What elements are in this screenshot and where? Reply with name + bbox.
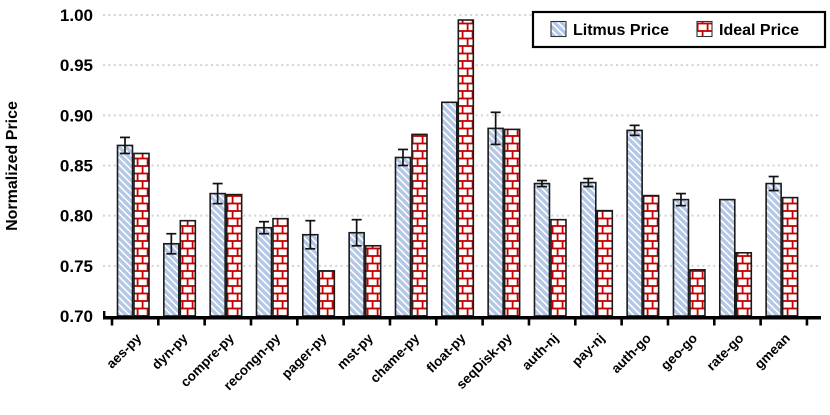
y-tick-label: 0.70 bbox=[60, 307, 93, 326]
legend: Litmus Price Ideal Price bbox=[531, 10, 827, 49]
legend-swatch-litmus bbox=[550, 20, 567, 38]
y-axis-title: Normalized Price bbox=[4, 101, 21, 231]
bar-ideal-float-py bbox=[457, 19, 475, 317]
x-category-label: rate-go bbox=[704, 331, 747, 374]
x-category-label: mst-py bbox=[334, 330, 376, 372]
bar-ideal-chame-py bbox=[411, 133, 428, 317]
error-bar-geo-go bbox=[675, 192, 686, 207]
legend-label-ideal: Ideal Price bbox=[719, 22, 799, 39]
bar-ideal-seqDisk-py bbox=[503, 128, 521, 317]
bar-litmus-compre-py bbox=[209, 192, 226, 317]
y-tick-label: 0.75 bbox=[60, 257, 93, 276]
bar-ideal-dyn-py bbox=[179, 219, 197, 317]
bar-ideal-gmean bbox=[781, 196, 799, 317]
error-bar-mst-py bbox=[351, 218, 362, 247]
x-category-label: auth-go bbox=[608, 331, 654, 377]
error-bar-gmean bbox=[768, 175, 779, 192]
error-bar-aes-py bbox=[120, 136, 130, 155]
bar-litmus-geo-go bbox=[672, 198, 690, 317]
y-tick-label: 0.90 bbox=[60, 106, 93, 125]
error-bar-pay-nj bbox=[583, 177, 594, 188]
bar-litmus-float-py bbox=[441, 101, 458, 317]
bar-ideal-pager-py bbox=[318, 270, 336, 317]
error-bar-dyn-py bbox=[166, 232, 177, 255]
bar-ideal-mst-py bbox=[364, 244, 382, 317]
x-category-label: chame-py bbox=[367, 330, 423, 386]
bar-litmus-rate-go bbox=[718, 198, 736, 317]
y-tick-label: 0.95 bbox=[60, 56, 93, 75]
x-category-label: pay-nj bbox=[569, 331, 608, 370]
x-category-label: aes-py bbox=[103, 330, 144, 371]
bar-ideal-auth-nj bbox=[550, 218, 567, 317]
y-tick-label: 0.80 bbox=[60, 207, 93, 226]
legend-box bbox=[531, 10, 827, 49]
bar-ideal-geo-go bbox=[689, 269, 706, 317]
y-tick-label: 0.85 bbox=[60, 157, 93, 176]
error-bar-compre-py bbox=[212, 182, 223, 205]
bar-ideal-recongn-py bbox=[272, 217, 289, 317]
error-bar-pager-py bbox=[305, 219, 316, 250]
bar-ideal-auth-go bbox=[642, 194, 660, 317]
bar-ideal-aes-py bbox=[133, 152, 150, 317]
x-category-label: geo-go bbox=[658, 331, 700, 373]
y-tick-label: 1.00 bbox=[60, 6, 93, 25]
bar-litmus-aes-py bbox=[116, 144, 134, 317]
y-axis-tick-labels: 1.00 0.95 0.90 0.85 0.80 0.75 0.70 bbox=[60, 6, 93, 326]
x-category-label: auth-nj bbox=[519, 331, 561, 373]
error-bar-auth-go bbox=[629, 124, 640, 137]
x-category-label: dyn-py bbox=[149, 330, 191, 372]
x-axis bbox=[102, 311, 821, 326]
legend-label-litmus: Litmus Price bbox=[573, 22, 669, 39]
error-bar-seqDisk-py bbox=[490, 111, 501, 146]
bar-ideal-compre-py bbox=[225, 193, 243, 317]
bars bbox=[116, 19, 799, 317]
bar-ideal-rate-go bbox=[735, 251, 753, 317]
x-category-label: pager-py bbox=[279, 330, 330, 381]
bar-litmus-gmean bbox=[765, 182, 782, 317]
error-bar-chame-py bbox=[397, 148, 408, 167]
bar-litmus-auth-go bbox=[626, 129, 643, 317]
bar-litmus-pay-nj bbox=[579, 181, 597, 317]
bar-litmus-recongn-py bbox=[255, 226, 273, 317]
error-bar-auth-nj bbox=[536, 179, 547, 188]
bar-litmus-chame-py bbox=[394, 156, 412, 317]
bar-ideal-pay-nj bbox=[596, 209, 614, 317]
x-category-label: float-py bbox=[424, 330, 469, 375]
bar-litmus-seqDisk-py bbox=[487, 127, 504, 317]
bar-litmus-auth-nj bbox=[533, 182, 551, 317]
x-category-label: gmean bbox=[752, 331, 793, 372]
error-bar-recongn-py bbox=[258, 220, 269, 235]
legend-swatch-ideal bbox=[696, 20, 713, 38]
